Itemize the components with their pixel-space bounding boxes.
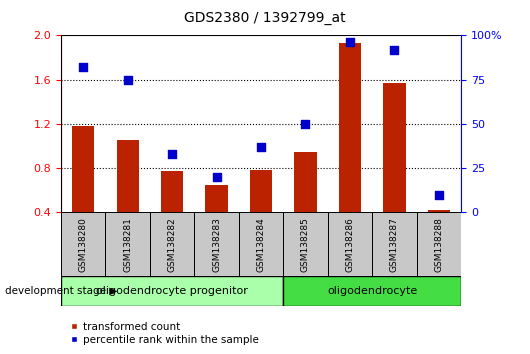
- Text: GSM138280: GSM138280: [78, 217, 87, 272]
- Text: GSM138282: GSM138282: [167, 217, 176, 272]
- Bar: [239, 212, 283, 276]
- Text: GDS2380 / 1392799_at: GDS2380 / 1392799_at: [184, 11, 346, 25]
- Text: GSM138283: GSM138283: [212, 217, 221, 272]
- Text: development stage ▶: development stage ▶: [5, 286, 118, 296]
- Point: [123, 77, 132, 82]
- Point: [435, 192, 443, 198]
- Bar: [195, 212, 239, 276]
- Bar: [72, 126, 94, 212]
- Text: GSM138288: GSM138288: [435, 217, 444, 272]
- Text: GSM138284: GSM138284: [257, 217, 266, 272]
- Text: GSM138286: GSM138286: [346, 217, 355, 272]
- Bar: [417, 212, 461, 276]
- Bar: [372, 212, 417, 276]
- Bar: [61, 212, 105, 276]
- Bar: [428, 210, 450, 212]
- Bar: [105, 212, 150, 276]
- Legend: transformed count, percentile rank within the sample: transformed count, percentile rank withi…: [66, 317, 263, 349]
- Point: [257, 144, 266, 150]
- Point: [168, 151, 176, 157]
- Bar: [161, 171, 183, 212]
- Text: GSM138281: GSM138281: [123, 217, 132, 272]
- Text: oligodendrocyte progenitor: oligodendrocyte progenitor: [96, 286, 248, 296]
- Point: [390, 47, 399, 52]
- Bar: [328, 212, 372, 276]
- Text: oligodendrocyte: oligodendrocyte: [327, 286, 417, 296]
- Bar: [250, 170, 272, 212]
- Point: [79, 64, 87, 70]
- Bar: [206, 185, 228, 212]
- Bar: [150, 212, 195, 276]
- Text: GSM138287: GSM138287: [390, 217, 399, 272]
- Bar: [61, 276, 283, 306]
- Point: [346, 40, 354, 45]
- Point: [301, 121, 310, 127]
- Bar: [339, 43, 361, 212]
- Point: [213, 174, 221, 180]
- Bar: [283, 212, 328, 276]
- Bar: [283, 276, 461, 306]
- Text: GSM138285: GSM138285: [301, 217, 310, 272]
- Bar: [117, 141, 139, 212]
- Bar: [383, 83, 405, 212]
- Bar: [294, 152, 316, 212]
